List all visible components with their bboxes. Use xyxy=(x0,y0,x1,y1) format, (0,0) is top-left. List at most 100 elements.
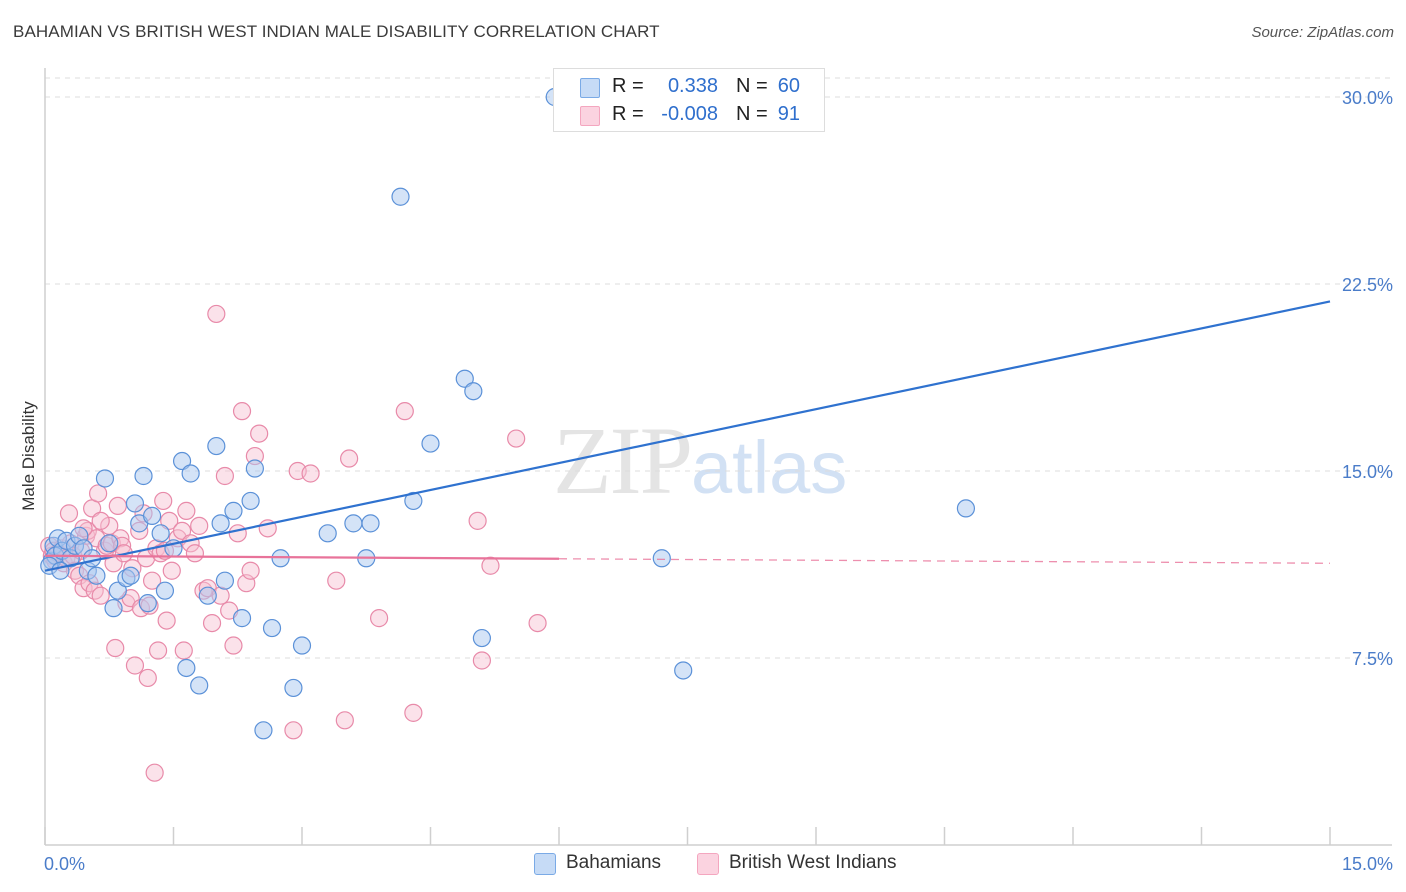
data-point-british-west-indians xyxy=(340,449,359,468)
data-point-bahamians xyxy=(177,658,196,678)
data-point-british-west-indians xyxy=(59,504,79,523)
data-point-bahamians xyxy=(121,566,140,585)
trendline-bahamians xyxy=(44,300,1331,572)
data-point-british-west-indians xyxy=(472,651,491,670)
data-point-british-west-indians xyxy=(91,511,110,530)
data-point-bahamians xyxy=(138,594,157,613)
data-point-bahamians xyxy=(318,524,337,543)
legend-n-label: N = xyxy=(736,103,768,125)
data-point-british-west-indians xyxy=(125,656,145,675)
legend-n-value: 60 xyxy=(777,75,800,97)
trendline-british-west-indians xyxy=(44,554,560,560)
data-point-bahamians xyxy=(956,499,976,518)
chart-title: BAHAMIAN VS BRITISH WEST INDIAN MALE DIS… xyxy=(13,22,660,41)
data-point-bahamians xyxy=(344,514,363,533)
trendline-british-west-indians-extension xyxy=(558,558,1331,564)
data-point-bahamians xyxy=(51,561,70,580)
series-bahamians xyxy=(40,87,976,740)
legend-r-label: R = xyxy=(612,103,644,125)
data-point-bahamians xyxy=(224,501,243,520)
y-tick-label: 22.5% xyxy=(1342,275,1393,295)
data-point-bahamians xyxy=(674,661,693,680)
data-point-british-west-indians xyxy=(91,586,110,605)
data-point-british-west-indians xyxy=(224,636,243,655)
data-point-bahamians xyxy=(245,459,264,478)
data-point-british-west-indians xyxy=(404,703,423,722)
data-point-bahamians xyxy=(172,451,192,471)
data-point-bahamians xyxy=(254,721,273,740)
legend-row-bahamians: R = 0.338 N = 60 xyxy=(554,73,824,101)
data-point-bahamians xyxy=(190,676,209,695)
series-british-west-indians xyxy=(40,304,547,782)
data-point-british-west-indians xyxy=(138,668,157,688)
data-point-bahamians xyxy=(215,571,234,590)
y-tick-label: 15.0% xyxy=(1342,462,1393,482)
data-point-british-west-indians xyxy=(157,611,176,630)
data-point-bahamians xyxy=(472,628,491,648)
correlation-legend: R = 0.338 N = 60 R = -0.008 N = 91 xyxy=(553,68,825,132)
trendlines xyxy=(44,300,1331,572)
y-tick-label: 30.0% xyxy=(1342,88,1393,108)
data-point-bahamians xyxy=(207,436,226,456)
legend-r-value: 0.338 xyxy=(667,75,718,97)
data-point-british-west-indians xyxy=(154,491,173,511)
data-point-british-west-indians xyxy=(528,613,547,633)
axes xyxy=(44,68,1392,846)
data-point-british-west-indians xyxy=(327,571,346,590)
legend-swatch-pink xyxy=(697,853,719,875)
legend-r-value: -0.008 xyxy=(661,103,718,125)
data-point-bahamians xyxy=(652,549,671,568)
data-point-bahamians xyxy=(108,581,127,600)
legend-r-label: R = xyxy=(612,75,644,97)
data-point-british-west-indians xyxy=(395,402,414,421)
data-point-british-west-indians xyxy=(108,496,127,516)
data-point-bahamians xyxy=(142,506,162,525)
data-point-bahamians xyxy=(232,609,252,628)
data-point-british-west-indians xyxy=(481,556,500,575)
data-point-bahamians xyxy=(211,514,230,533)
legend-label-british-west-indians: British West Indians xyxy=(729,852,897,873)
data-point-british-west-indians xyxy=(241,561,260,580)
data-point-british-west-indians xyxy=(335,711,354,730)
data-point-british-west-indians xyxy=(468,511,487,530)
legend-n-value: 91 xyxy=(777,103,800,125)
data-point-bahamians xyxy=(87,566,106,585)
data-point-british-west-indians xyxy=(301,464,320,483)
data-point-bahamians xyxy=(181,464,200,483)
legend-n-label: N = xyxy=(736,75,768,97)
legend-label-bahamians: Bahamians xyxy=(566,852,662,873)
data-point-bahamians xyxy=(284,678,303,698)
data-point-british-west-indians xyxy=(74,579,93,598)
data-point-british-west-indians xyxy=(207,304,226,324)
data-point-british-west-indians xyxy=(250,424,269,443)
data-point-british-west-indians xyxy=(190,516,209,535)
data-point-british-west-indians xyxy=(148,641,168,660)
data-point-british-west-indians xyxy=(89,484,108,503)
data-point-british-west-indians xyxy=(142,571,162,590)
data-point-bahamians xyxy=(391,187,410,206)
legend-row-british-west-indians: R = -0.008 N = 91 xyxy=(554,101,824,129)
data-point-british-west-indians xyxy=(106,638,125,658)
data-point-british-west-indians xyxy=(507,429,526,448)
source-credit: Source: ZipAtlas.com xyxy=(1251,24,1394,41)
data-point-british-west-indians xyxy=(177,501,196,520)
data-point-bahamians xyxy=(455,369,474,388)
data-point-bahamians xyxy=(95,469,115,488)
data-point-bahamians xyxy=(198,586,217,605)
legend-swatch-pink xyxy=(580,106,600,126)
axis-labels: 7.5% 15.0% 22.5% 30.0% 0.0% 15.0% Male Disabil… xyxy=(19,88,1393,874)
data-point-bahamians xyxy=(151,524,170,543)
data-point-bahamians xyxy=(262,618,282,638)
data-point-bahamians xyxy=(361,514,380,533)
watermark-atlas: atlas xyxy=(691,426,848,509)
data-point-bahamians xyxy=(134,466,153,486)
data-point-british-west-indians xyxy=(228,524,247,543)
x-tick-label: 0.0% xyxy=(44,854,85,874)
data-point-bahamians xyxy=(421,434,440,453)
legend-swatch-blue xyxy=(534,853,556,875)
data-point-british-west-indians xyxy=(215,466,234,486)
data-point-bahamians xyxy=(155,581,175,600)
data-point-bahamians xyxy=(125,494,145,513)
data-point-british-west-indians xyxy=(232,402,252,421)
